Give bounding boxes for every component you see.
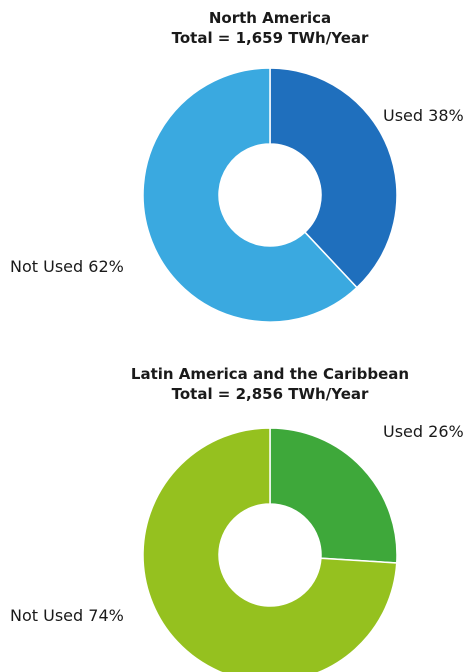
chart-title-main: Latin America and the Caribbean bbox=[130, 365, 410, 383]
north-america-chart: North America Total = 1,659 TWh/Year Use… bbox=[0, 8, 475, 323]
chart-title: Latin America and the Caribbean Total = … bbox=[0, 364, 475, 404]
slice-used bbox=[269, 67, 398, 289]
chart-subtitle: Total = 2,856 TWh/Year bbox=[171, 385, 369, 403]
slice-label-used-name: Used bbox=[383, 422, 424, 441]
slice-label-used-value: 26% bbox=[428, 422, 464, 441]
slice-not-used bbox=[142, 427, 398, 672]
slice-not-used bbox=[142, 67, 358, 323]
donut-chart-la bbox=[142, 427, 398, 672]
slice-label-used: Used 38% bbox=[383, 106, 464, 125]
latin-america-chart: Latin America and the Caribbean Total = … bbox=[0, 336, 475, 672]
chart-title: North America Total = 1,659 TWh/Year bbox=[0, 8, 475, 48]
donut-chart-na bbox=[142, 67, 398, 323]
slice-label-used-value: 38% bbox=[428, 106, 464, 125]
chart-title-main: North America bbox=[208, 9, 332, 27]
slice-label-not-used-name: Not Used bbox=[10, 257, 84, 276]
chart-subtitle: Total = 1,659 TWh/Year bbox=[171, 29, 369, 47]
slice-label-not-used: Not Used 74% bbox=[10, 606, 124, 625]
slice-label-not-used-value: 74% bbox=[88, 606, 124, 625]
slice-used bbox=[269, 427, 398, 564]
slice-label-not-used-name: Not Used bbox=[10, 606, 84, 625]
slice-label-not-used: Not Used 62% bbox=[10, 257, 124, 276]
slice-label-used: Used 26% bbox=[383, 422, 464, 441]
slice-label-not-used-value: 62% bbox=[88, 257, 124, 276]
slice-label-used-name: Used bbox=[383, 106, 424, 125]
